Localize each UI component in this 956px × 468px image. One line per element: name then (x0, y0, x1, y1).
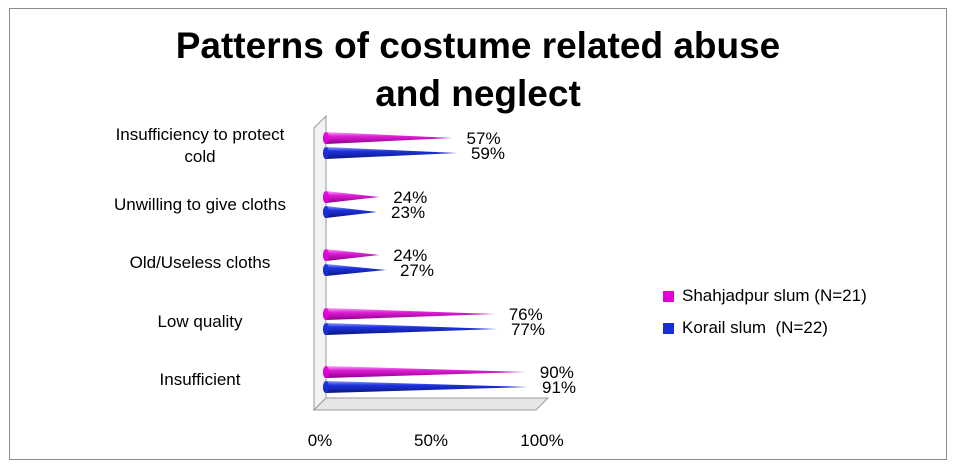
category-label-line: Unwilling to give cloths (114, 195, 286, 214)
data-label-shahjadpur: 24% (393, 188, 427, 207)
legend-swatch-korail (663, 322, 674, 334)
bar-base (323, 323, 329, 335)
chart-title-line-2: and neglect (375, 73, 581, 114)
chart-title: Patterns of costume related abuse and ne… (0, 22, 956, 118)
bar-korail (323, 147, 457, 159)
x-tick-label: 100% (520, 431, 563, 450)
data-label-korail: 59% (471, 144, 505, 163)
bar-korail (323, 264, 386, 276)
chart-frame (9, 8, 947, 460)
category-label: Insufficient (160, 370, 241, 389)
category-label: Unwilling to give cloths (114, 195, 286, 214)
legend-item-korail: Korail slum (N=22) (663, 312, 867, 344)
bar-base (323, 381, 329, 393)
bar-shahjadpur (323, 132, 453, 144)
data-label-korail: 23% (391, 203, 425, 222)
bar-shahjadpur (323, 308, 495, 320)
bar-shahjadpur (323, 191, 380, 203)
data-label-korail: 77% (511, 320, 545, 339)
category-label-line: Insufficient (160, 370, 241, 389)
bar-base (323, 366, 329, 378)
bar-shahjadpur (323, 249, 380, 261)
bar-base (323, 191, 329, 203)
category-label: Old/Useless cloths (130, 253, 271, 272)
bar-shahjadpur (323, 366, 526, 378)
category-label-line: Insufficiency to protect (116, 125, 285, 144)
chart-floor (312, 397, 550, 411)
data-label-shahjadpur: 90% (540, 363, 574, 382)
legend-item-shahjadpur: Shahjadpur slum (N=21) (663, 280, 867, 312)
legend-label-korail: Korail slum (N=22) (682, 318, 828, 337)
bar-base (323, 308, 329, 320)
bar-base (323, 264, 329, 276)
legend-label-shahjadpur: Shahjadpur slum (N=21) (682, 286, 867, 305)
data-label-shahjadpur: 57% (467, 129, 501, 148)
bar-korail (323, 323, 497, 335)
x-tick-label: 0% (308, 431, 333, 450)
bar-base (323, 249, 329, 261)
category-label: Insufficiency to protect cold (116, 125, 285, 166)
bar-korail (323, 206, 378, 218)
category-label-line: Low quality (157, 312, 243, 331)
category-label-line: cold (184, 147, 215, 166)
data-label-korail: 27% (400, 261, 434, 280)
bar-base (323, 206, 329, 218)
bar-korail (323, 381, 529, 393)
legend: Shahjadpur slum (N=21) Korail slum (N=22… (663, 280, 867, 344)
chart-back-wall (313, 114, 327, 412)
data-label-shahjadpur: 24% (393, 246, 427, 265)
chart-title-line-1: Patterns of costume related abuse (175, 25, 781, 66)
legend-swatch-shahjadpur (663, 290, 674, 302)
bar-base (323, 132, 329, 144)
bar-base (323, 147, 329, 159)
category-label-line: Old/Useless cloths (130, 253, 271, 272)
category-label: Low quality (157, 312, 243, 331)
data-label-shahjadpur: 76% (509, 305, 543, 324)
x-tick-label: 50% (414, 431, 448, 450)
data-label-korail: 91% (542, 378, 576, 397)
